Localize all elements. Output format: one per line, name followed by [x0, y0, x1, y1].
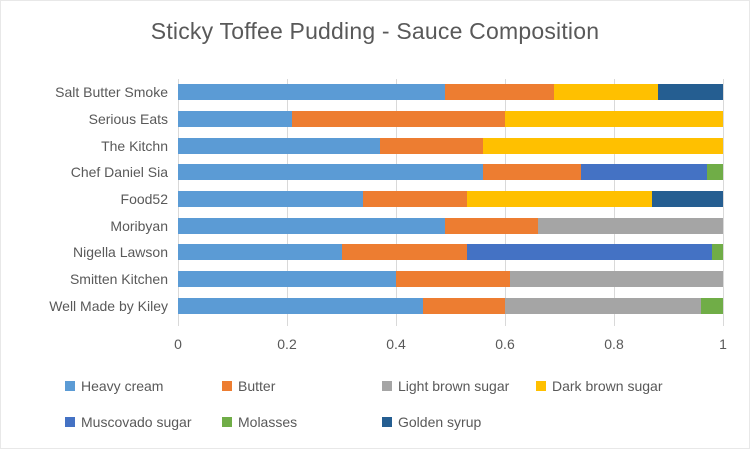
legend-label: Butter	[238, 378, 276, 394]
legend-swatch-icon	[222, 381, 232, 391]
legend-item-heavy-cream: Heavy cream	[65, 378, 163, 394]
legend-item-light-brown-sugar: Light brown sugar	[382, 378, 509, 394]
stacked-bar	[178, 297, 723, 314]
bar-segment	[537, 217, 723, 234]
stacked-bar	[178, 137, 723, 154]
x-tick-label: 0.4	[386, 336, 406, 352]
plot-area	[178, 79, 724, 326]
legend-swatch-icon	[382, 417, 392, 427]
bar-segment	[581, 164, 707, 181]
bar-segment	[483, 164, 582, 181]
stacked-bar	[178, 244, 723, 261]
category-axis: Salt Butter Smoke Serious Eats The Kitchn C…	[1, 79, 168, 319]
gridline	[723, 79, 724, 326]
bar-row	[178, 132, 723, 159]
chart-title: Sticky Toffee Pudding - Sauce Compositio…	[150, 18, 600, 44]
bar-segment	[423, 297, 505, 314]
category-label: Food52	[120, 191, 168, 208]
bar-segment	[178, 271, 396, 288]
value-axis: 0 0.2 0.4 0.6 0.8 1	[174, 336, 727, 354]
bar-row	[178, 266, 723, 293]
bar-segment	[510, 271, 723, 288]
stacked-bar	[178, 84, 723, 101]
bar-segment	[178, 191, 364, 208]
x-tick-label: 0.6	[495, 336, 515, 352]
category-label: Well Made by Kiley	[49, 297, 168, 314]
bar-segment	[341, 244, 467, 261]
bar-segment	[483, 137, 723, 154]
bar-row	[178, 212, 723, 239]
category-label: Moribyan	[110, 217, 168, 234]
x-tick-label: 0.2	[277, 336, 297, 352]
legend-swatch-icon	[65, 417, 75, 427]
bar-segment	[505, 297, 702, 314]
bar-segment	[178, 164, 484, 181]
bar-segment	[178, 111, 293, 127]
bar-segment	[701, 297, 723, 314]
stacked-bar	[178, 164, 723, 181]
bar-segment	[292, 111, 505, 127]
category-label: The Kitchn	[101, 137, 168, 154]
bar-row	[178, 106, 723, 133]
bar-segment	[178, 84, 446, 101]
bar-segment	[379, 137, 484, 154]
category-label: Chef Daniel Sia	[70, 164, 168, 181]
bar-row	[178, 239, 723, 266]
bar-row	[178, 186, 723, 213]
bar-row	[178, 159, 723, 186]
bar-segment	[178, 137, 380, 154]
bar-segment	[504, 111, 723, 127]
stacked-bar	[178, 271, 723, 288]
legend-swatch-icon	[536, 381, 546, 391]
bar-segment	[363, 191, 467, 208]
legend-label: Light brown sugar	[398, 378, 510, 394]
stacked-bar	[178, 111, 723, 127]
stacked-bar	[178, 217, 723, 234]
bar-segment	[445, 84, 555, 101]
legend-swatch-icon	[222, 417, 232, 427]
x-tick-label: 0	[174, 336, 182, 352]
bar-segment	[652, 191, 723, 208]
legend-swatch-icon	[65, 381, 75, 391]
legend-item-butter: Butter	[222, 378, 275, 394]
legend-label: Heavy cream	[81, 378, 164, 394]
bar-segment	[396, 271, 511, 288]
bar-segment	[178, 297, 424, 314]
bar-segment	[466, 244, 713, 261]
category-label: Salt Butter Smoke	[55, 84, 168, 101]
bar-segment	[466, 191, 653, 208]
category-label: Nigella Lawson	[73, 244, 168, 261]
bar-segment	[178, 217, 446, 234]
category-label: Serious Eats	[88, 111, 168, 127]
legend-label: Golden syrup	[398, 414, 482, 430]
x-tick-label: 1	[719, 336, 727, 352]
legend-item-molasses: Molasses	[222, 414, 297, 430]
bar-segment	[445, 217, 538, 234]
bar-segment	[554, 84, 658, 101]
category-label: Smitten Kitchen	[69, 271, 168, 288]
legend-item-muscovado-sugar: Muscovado sugar	[65, 414, 192, 430]
stacked-bar	[178, 191, 723, 208]
legend-item-dark-brown-sugar: Dark brown sugar	[536, 378, 663, 394]
x-tick-label: 0.8	[604, 336, 624, 352]
legend-swatch-icon	[382, 381, 392, 391]
legend-label: Molasses	[238, 414, 298, 430]
legend-label: Dark brown sugar	[552, 378, 663, 394]
legend-item-golden-syrup: Golden syrup	[382, 414, 481, 430]
bar-segment	[178, 244, 342, 261]
legend-label: Muscovado sugar	[81, 414, 192, 430]
bar-row	[178, 292, 723, 319]
bar-segment	[706, 164, 723, 181]
bar-rows	[178, 79, 723, 319]
bar-segment	[712, 244, 723, 261]
bar-row	[178, 79, 723, 106]
bar-segment	[657, 84, 723, 101]
